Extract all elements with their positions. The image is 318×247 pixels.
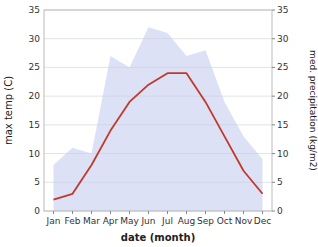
x-axis-label: date (month) — [121, 232, 195, 243]
x-tick-label: Jul — [161, 216, 173, 226]
y2-tick-label: 10 — [277, 149, 289, 159]
x-tick-label: Mar — [83, 216, 100, 226]
y2-tick-label: 30 — [277, 34, 289, 44]
y2-tick — [272, 153, 275, 154]
precip-area — [54, 27, 263, 211]
x-tick — [148, 211, 149, 214]
y2-tick — [272, 124, 275, 125]
x-tick — [167, 211, 168, 214]
y2-tick — [272, 182, 275, 183]
y-tick-label: 5 — [34, 177, 40, 187]
x-tick-label: May — [120, 216, 139, 226]
x-tick — [262, 211, 263, 214]
y2-tick — [272, 211, 275, 212]
x-tick — [129, 211, 130, 214]
y-tick-label: 0 — [34, 206, 40, 216]
y2-tick — [272, 96, 275, 97]
x-tick-label: Oct — [217, 216, 233, 226]
y2-tick-label: 0 — [277, 206, 283, 216]
y-tick-label: 15 — [29, 120, 40, 130]
y-axis-label: max temp (C) — [3, 76, 14, 145]
x-tick — [91, 211, 92, 214]
x-tick — [53, 211, 54, 214]
x-tick-label: Apr — [103, 216, 119, 226]
y2-tick-label: 5 — [277, 177, 283, 187]
x-tick — [110, 211, 111, 214]
y-tick-label: 10 — [29, 149, 41, 159]
y-tick-label: 20 — [29, 91, 41, 101]
x-tick-label: Nov — [235, 216, 253, 226]
x-tick-label: Aug — [178, 216, 196, 226]
y-tick-label: 30 — [29, 34, 41, 44]
y-tick-label: 25 — [29, 62, 40, 72]
y2-tick — [272, 10, 275, 11]
x-tick — [243, 211, 244, 214]
chart-container: Jan FebMarAprMayJun Jul AugSepOctNovDec 0 5 10… — [0, 0, 318, 247]
plot-frame — [44, 10, 272, 211]
plot-area — [54, 27, 263, 211]
x-tick — [205, 211, 206, 214]
x-tick-label: Feb — [65, 216, 81, 226]
y-tick-label: 35 — [29, 5, 40, 15]
x-tick-label: Sep — [197, 216, 214, 226]
x-tick-label: Jan — [46, 216, 61, 226]
temp-line — [54, 73, 263, 199]
y2-axis-label: med. precipitation (kg/m2) — [308, 50, 318, 171]
x-tick-label: Jun — [140, 216, 155, 226]
y2-tick — [272, 67, 275, 68]
x-tick — [186, 211, 187, 214]
x-tick-label: Dec — [254, 216, 271, 226]
x-tick — [72, 211, 73, 214]
chart-svg: Jan FebMarAprMayJun Jul AugSepOctNovDec 0 5 10… — [0, 0, 318, 247]
y2-tick-label: 15 — [277, 120, 288, 130]
x-tick — [224, 211, 225, 214]
y2-tick-label: 35 — [277, 5, 288, 15]
y2-tick-label: 25 — [277, 62, 288, 72]
y2-tick-label: 20 — [277, 91, 289, 101]
y2-tick — [272, 38, 275, 39]
